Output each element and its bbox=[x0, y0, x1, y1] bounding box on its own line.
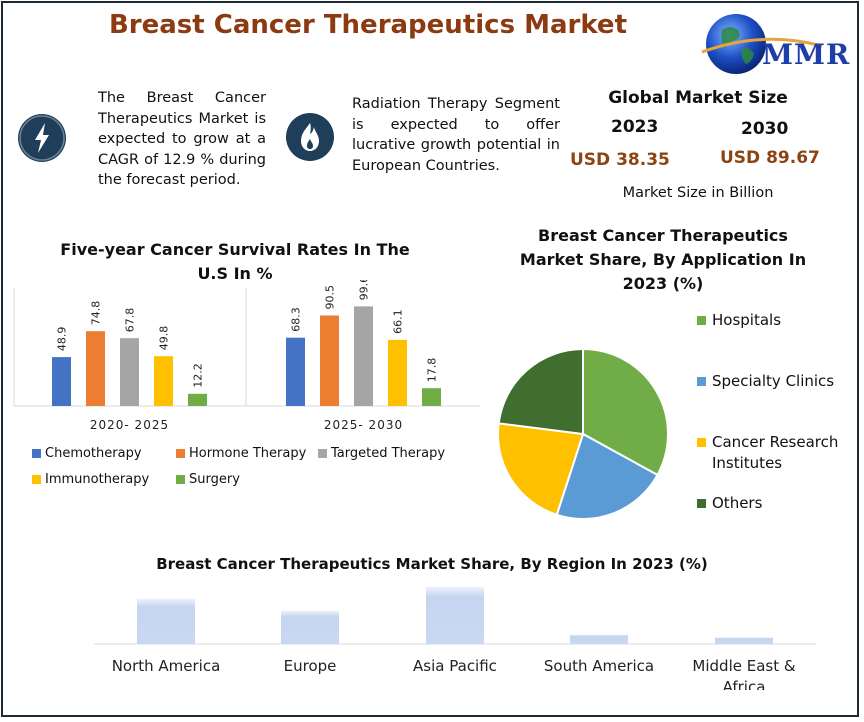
legend-swatch bbox=[697, 438, 706, 447]
value-2030: USD 89.67 bbox=[720, 148, 820, 168]
data-label: 99.6 bbox=[358, 280, 371, 300]
legend-swatch bbox=[176, 449, 185, 458]
pie-slice-specialty-clinics bbox=[555, 432, 659, 520]
region-bar-south-america bbox=[570, 634, 628, 644]
data-label: 48.9 bbox=[56, 327, 69, 352]
region-chart-title: Breast Cancer Therapeutics Market Share,… bbox=[156, 555, 708, 573]
region-labels: North America Europe Asia Pacific South Ame… bbox=[0, 656, 864, 690]
legend-swatch bbox=[32, 449, 41, 458]
survival-legend: Chemotherapy Hormone Therapy Targeted Th… bbox=[32, 446, 462, 487]
legend-swatch bbox=[32, 475, 41, 484]
application-pie-chart bbox=[497, 347, 669, 520]
logo-text: MMR bbox=[762, 38, 851, 71]
data-label: 74.8 bbox=[90, 301, 103, 326]
bar-surgery bbox=[188, 393, 207, 406]
cagr-blurb: The Breast Cancer Therapeutics Market is… bbox=[98, 90, 266, 188]
region-bar-middle-east-africa bbox=[715, 637, 773, 644]
flame-icon bbox=[286, 113, 334, 161]
region-label: Europe bbox=[283, 657, 337, 675]
pie-slice-cancer-research-institutes bbox=[497, 422, 585, 517]
value-2023: USD 38.35 bbox=[570, 150, 670, 170]
bar-targeted-therapy bbox=[120, 338, 139, 406]
data-label: 49.8 bbox=[158, 326, 171, 351]
legend-item-hospitals: Hospitals bbox=[697, 310, 847, 371]
globe-icon bbox=[701, 14, 823, 74]
region-label: Asia Pacific bbox=[413, 657, 497, 675]
category-label: 2025- 2030 bbox=[324, 418, 403, 432]
region-bar-europe bbox=[281, 610, 339, 644]
data-label: 68.3 bbox=[290, 307, 303, 332]
data-label: 67.8 bbox=[124, 308, 137, 333]
pie-slice-hospitals bbox=[582, 347, 669, 477]
bar-hormone-therapy bbox=[86, 331, 105, 406]
pie-slice-others bbox=[497, 347, 584, 436]
region-label: Middle East & Africa bbox=[692, 657, 796, 690]
legend-item-surgery: Surgery bbox=[176, 472, 316, 487]
data-label: 66.1 bbox=[392, 309, 405, 334]
legend-item-others: Others bbox=[697, 493, 847, 514]
bar-immunotherapy bbox=[154, 356, 173, 406]
bar-hormone-therapy bbox=[320, 315, 339, 406]
legend-item-chemotherapy: Chemotherapy bbox=[32, 446, 176, 461]
survival-chart-title: Five-year Cancer Survival Rates In The U… bbox=[60, 240, 410, 283]
logo bbox=[694, 8, 854, 78]
lightning-icon bbox=[18, 114, 66, 162]
legend-swatch bbox=[697, 499, 706, 508]
market-unit-label: Market Size in Billion bbox=[622, 185, 774, 201]
bar-chemotherapy bbox=[286, 337, 305, 406]
page-title: Breast Cancer Therapeutics Market bbox=[108, 10, 627, 40]
legend-item-hormone-therapy: Hormone Therapy bbox=[176, 446, 318, 461]
legend-swatch bbox=[697, 316, 706, 325]
region-bar-asia-pacific bbox=[426, 586, 484, 644]
application-chart-title: Breast Cancer Therapeutics Market Share,… bbox=[519, 226, 807, 293]
legend-item-targeted-therapy: Targeted Therapy bbox=[318, 446, 458, 461]
legend-item-research-institutes: Cancer Research Institutes bbox=[697, 432, 847, 493]
radiation-blurb: Radiation Therapy Segment is expected to… bbox=[352, 96, 560, 174]
bar-targeted-therapy bbox=[354, 306, 373, 406]
region-bar-chart bbox=[94, 586, 816, 645]
category-label: 2020- 2025 bbox=[90, 418, 169, 432]
year-2030: 2030 bbox=[741, 119, 789, 139]
survival-bar-chart: 48.9 68.3 74.8 90.5 67.8 99.6 49.8 66.1 12.2 17.8… bbox=[13, 280, 480, 432]
bar-chemotherapy bbox=[52, 357, 71, 406]
application-legend: Hospitals Specialty Clinics Cancer Resea… bbox=[697, 310, 847, 514]
region-bar-north-america bbox=[137, 598, 195, 644]
data-label: 12.2 bbox=[192, 363, 205, 388]
data-label: 17.8 bbox=[426, 358, 439, 383]
bar-immunotherapy bbox=[388, 339, 407, 406]
global-market-title: Global Market Size bbox=[608, 88, 788, 108]
legend-item-immunotherapy: Immunotherapy bbox=[32, 472, 176, 487]
legend-swatch bbox=[697, 377, 706, 386]
region-label: North America bbox=[111, 657, 221, 675]
year-2023: 2023 bbox=[611, 117, 659, 137]
data-label: 90.5 bbox=[324, 285, 337, 310]
legend-swatch bbox=[176, 475, 185, 484]
legend-swatch bbox=[318, 449, 327, 458]
bar-surgery bbox=[422, 388, 441, 406]
region-label: South America bbox=[543, 657, 655, 675]
legend-item-specialty-clinics: Specialty Clinics bbox=[697, 371, 847, 432]
